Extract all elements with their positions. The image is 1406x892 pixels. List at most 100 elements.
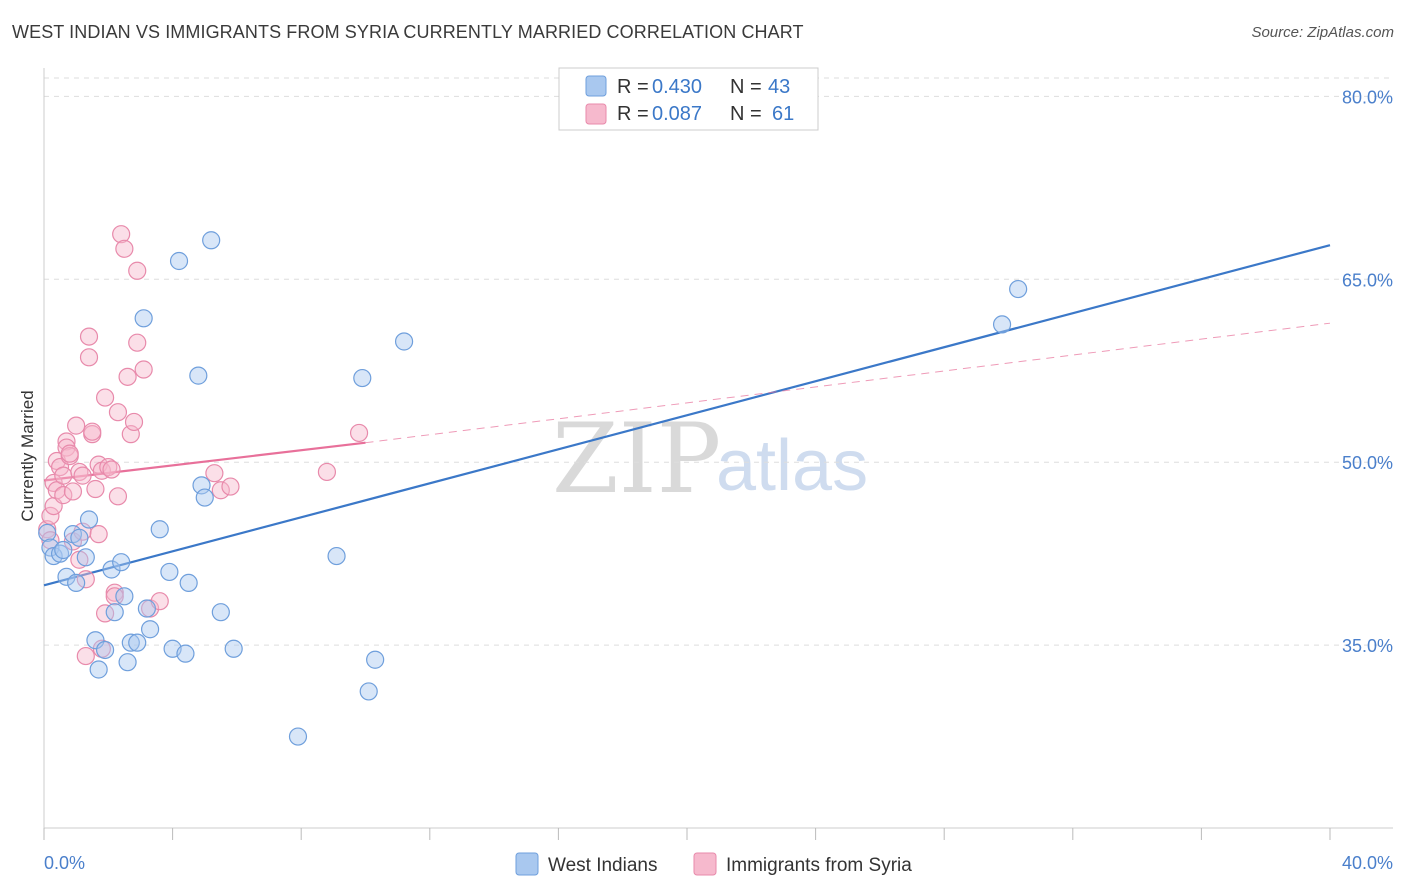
- point-west-indians: [394, 332, 414, 351]
- series-legend-label-syria: Immigrants from Syria: [726, 855, 912, 876]
- point-west-indians: [54, 540, 73, 560]
- point-syria: [89, 525, 108, 544]
- point-west-indians: [189, 366, 208, 385]
- point-west-indians: [95, 640, 115, 660]
- point-west-indians: [1009, 279, 1028, 299]
- point-west-indians: [102, 560, 121, 579]
- legend-n-value-2: 61: [772, 103, 794, 125]
- grid-lines: [44, 77, 1393, 646]
- point-syria: [60, 444, 79, 463]
- trend-line-west-indians: [43, 244, 1331, 587]
- legend-r-value-2: 0.087: [652, 103, 702, 125]
- point-west-indians: [76, 548, 95, 567]
- point-west-indians: [70, 528, 89, 547]
- point-syria: [349, 423, 369, 443]
- data-points: [38, 225, 1028, 746]
- point-west-indians: [89, 660, 108, 679]
- series-legend: West Indians Immigrants from Syria: [515, 852, 912, 876]
- x-tick-label-min: 0.0%: [44, 853, 85, 873]
- point-syria: [54, 466, 73, 485]
- point-west-indians: [195, 488, 214, 507]
- series-legend-swatch-west-indians: [515, 852, 539, 876]
- legend-n-label-2: N =: [730, 103, 762, 125]
- legend-n-value-1: 43: [768, 76, 790, 98]
- point-west-indians: [202, 231, 221, 250]
- y-tick-label: 35.0%: [1342, 636, 1393, 656]
- legend-r-label-2: R =: [617, 103, 649, 125]
- point-west-indians: [288, 727, 308, 746]
- point-syria: [95, 604, 115, 623]
- point-syria: [211, 481, 230, 500]
- point-west-indians: [160, 562, 179, 582]
- point-syria: [54, 486, 73, 505]
- point-syria: [108, 487, 128, 506]
- point-syria: [63, 482, 83, 501]
- point-west-indians: [57, 567, 76, 586]
- y-axis-label: Currently Married: [18, 390, 37, 521]
- point-west-indians: [169, 251, 189, 271]
- point-west-indians: [137, 599, 156, 618]
- point-syria: [79, 327, 99, 346]
- point-west-indians: [38, 523, 57, 543]
- point-west-indians: [105, 603, 124, 622]
- legend-swatch-pink: [585, 103, 607, 125]
- point-syria: [221, 477, 240, 496]
- point-west-indians: [140, 620, 160, 639]
- chart-title: WEST INDIAN VS IMMIGRANTS FROM SYRIA CUR…: [12, 22, 804, 42]
- point-west-indians: [79, 510, 99, 529]
- legend-r-label-1: R =: [617, 76, 649, 98]
- series-legend-swatch-syria: [693, 852, 717, 876]
- point-west-indians: [118, 653, 137, 672]
- series-legend-label-west-indians: West Indians: [548, 855, 657, 876]
- point-west-indians: [179, 573, 198, 593]
- point-west-indians: [134, 309, 153, 328]
- point-syria: [112, 225, 131, 244]
- legend-r-value-1: 0.430: [652, 76, 702, 98]
- point-syria: [86, 479, 105, 499]
- y-tick-label: 50.0%: [1342, 453, 1393, 473]
- point-syria: [67, 416, 86, 435]
- y-tick-label: 80.0%: [1342, 87, 1393, 107]
- point-syria: [118, 367, 137, 386]
- point-west-indians: [359, 682, 378, 701]
- point-syria: [95, 388, 115, 407]
- point-west-indians: [112, 553, 131, 572]
- point-west-indians: [211, 603, 230, 622]
- watermark-zip: ZIP: [552, 403, 721, 515]
- point-west-indians: [992, 315, 1012, 334]
- y-tick-label: 65.0%: [1342, 270, 1393, 290]
- point-syria: [108, 403, 128, 422]
- point-west-indians: [121, 633, 140, 652]
- point-syria: [115, 239, 134, 258]
- point-west-indians: [327, 546, 346, 566]
- point-west-indians: [86, 631, 105, 650]
- point-syria: [76, 646, 95, 666]
- point-west-indians: [67, 573, 86, 593]
- point-syria: [105, 587, 124, 606]
- point-west-indians: [115, 587, 134, 606]
- point-west-indians: [150, 520, 169, 539]
- legend-n-label-1: N =: [730, 76, 762, 98]
- point-syria: [124, 412, 144, 432]
- x-tick-label-max: 40.0%: [1342, 853, 1393, 873]
- legend-swatch-blue: [585, 75, 607, 97]
- point-syria: [76, 570, 95, 589]
- watermark-atlas: atlas: [716, 426, 868, 506]
- point-west-indians: [128, 633, 147, 652]
- point-west-indians: [366, 650, 385, 669]
- point-syria: [79, 348, 99, 367]
- point-syria: [99, 457, 118, 477]
- point-syria: [317, 462, 337, 482]
- point-syria: [128, 261, 147, 280]
- point-west-indians: [176, 644, 195, 663]
- point-syria: [205, 464, 224, 483]
- point-syria: [134, 360, 153, 379]
- point-west-indians: [224, 639, 243, 658]
- y-tick-labels: 35.0% 50.0% 65.0% 80.0%: [1342, 87, 1393, 656]
- axes: [43, 68, 1393, 840]
- trend-line-syria: [43, 441, 366, 482]
- source-label: Source: ZipAtlas.com: [1251, 24, 1394, 41]
- point-syria: [83, 422, 102, 441]
- point-syria: [102, 460, 121, 479]
